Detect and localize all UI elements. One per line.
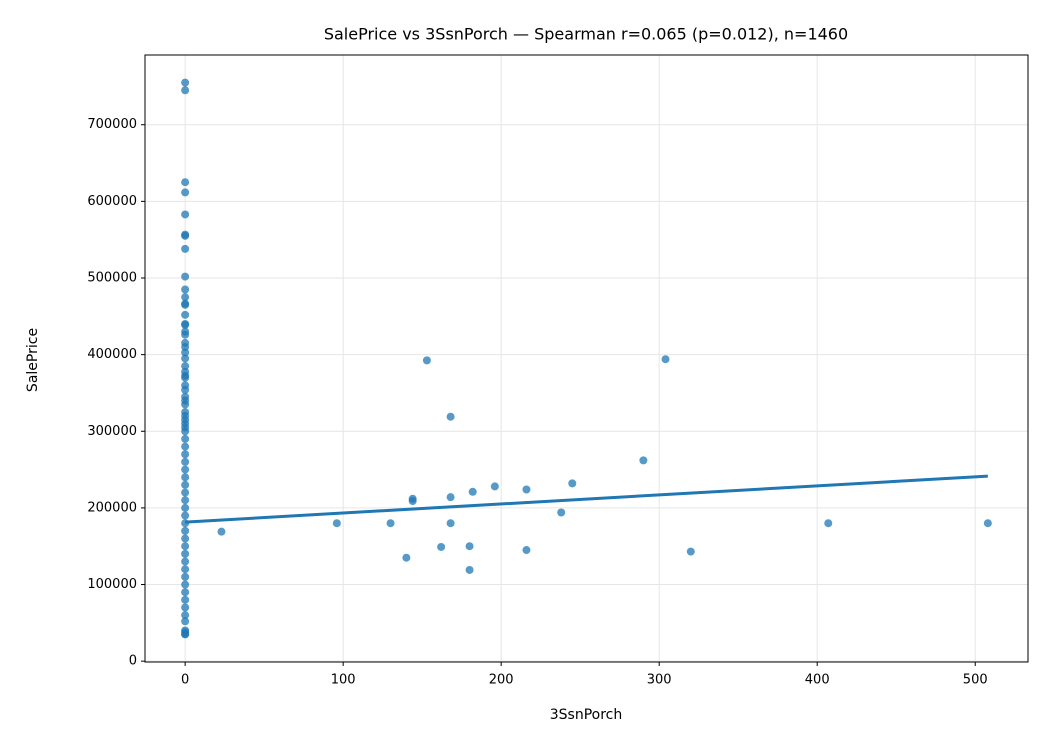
point — [181, 534, 190, 543]
point — [639, 456, 648, 465]
point — [181, 210, 190, 219]
y-axis-label: SalePrice — [25, 328, 41, 392]
point — [332, 519, 341, 528]
point — [422, 356, 431, 365]
plot-frame — [144, 54, 1029, 663]
y-tick-label: 600000 — [87, 194, 137, 209]
point — [465, 542, 474, 551]
point — [181, 557, 190, 566]
point — [181, 630, 190, 639]
point — [468, 487, 477, 496]
point — [181, 373, 190, 382]
point — [181, 480, 190, 489]
point — [181, 450, 190, 459]
point — [181, 348, 190, 357]
point — [181, 272, 190, 281]
point — [181, 244, 190, 253]
point — [181, 427, 190, 436]
point — [181, 354, 190, 363]
point — [181, 330, 190, 339]
point — [661, 355, 670, 364]
point — [983, 519, 992, 528]
point — [181, 362, 190, 371]
y-tick-label: 100000 — [87, 577, 137, 592]
point — [522, 485, 531, 494]
point — [568, 479, 577, 488]
chart-title: SalePrice vs 3SsnPorch — Spearman r=0.06… — [324, 25, 848, 44]
point — [181, 457, 190, 466]
point — [181, 572, 190, 581]
point — [490, 482, 499, 491]
point — [181, 617, 190, 626]
point — [181, 580, 190, 589]
point — [181, 300, 190, 309]
x-tick-label: 300 — [647, 673, 672, 688]
point — [181, 473, 190, 482]
x-tick-label: 100 — [331, 673, 356, 688]
point — [824, 519, 833, 528]
point — [181, 603, 190, 612]
point — [181, 285, 190, 294]
point — [522, 546, 531, 555]
point — [181, 293, 190, 302]
point — [446, 519, 455, 528]
point — [181, 400, 190, 409]
point — [217, 527, 226, 536]
point — [181, 588, 190, 597]
point — [181, 526, 190, 535]
point — [181, 310, 190, 319]
point — [181, 465, 190, 474]
point — [386, 519, 395, 528]
point — [181, 442, 190, 451]
x-tick-label: 500 — [963, 673, 988, 688]
point — [686, 547, 695, 556]
point — [181, 542, 190, 551]
point — [181, 178, 190, 187]
point — [181, 231, 190, 240]
point — [181, 78, 190, 87]
point — [181, 86, 190, 95]
point — [437, 542, 446, 551]
point — [181, 434, 190, 443]
point — [446, 493, 455, 502]
point — [446, 412, 455, 421]
point — [181, 503, 190, 512]
point — [557, 508, 566, 517]
y-tick-label: 200000 — [87, 500, 137, 515]
x-tick-label: 400 — [805, 673, 830, 688]
point — [402, 553, 411, 562]
y-tick-label: 700000 — [87, 117, 137, 132]
point — [181, 385, 190, 394]
x-tick-label: 0 — [181, 673, 189, 688]
point — [465, 565, 474, 574]
x-tick-label: 200 — [489, 673, 514, 688]
regression-line — [185, 474, 988, 524]
y-tick-label: 400000 — [87, 347, 137, 362]
point — [181, 565, 190, 574]
point — [181, 511, 190, 520]
point — [408, 496, 417, 505]
point — [181, 611, 190, 620]
y-tick-label: 300000 — [87, 424, 137, 439]
x-axis-label: 3SsnPorch — [550, 707, 623, 723]
y-tick-label: 500000 — [87, 270, 137, 285]
point — [181, 549, 190, 558]
y-tick-label: 0 — [129, 654, 137, 669]
point — [181, 188, 190, 197]
point — [181, 488, 190, 497]
point — [181, 595, 190, 604]
point — [181, 496, 190, 505]
point — [181, 342, 190, 351]
point — [181, 320, 190, 329]
